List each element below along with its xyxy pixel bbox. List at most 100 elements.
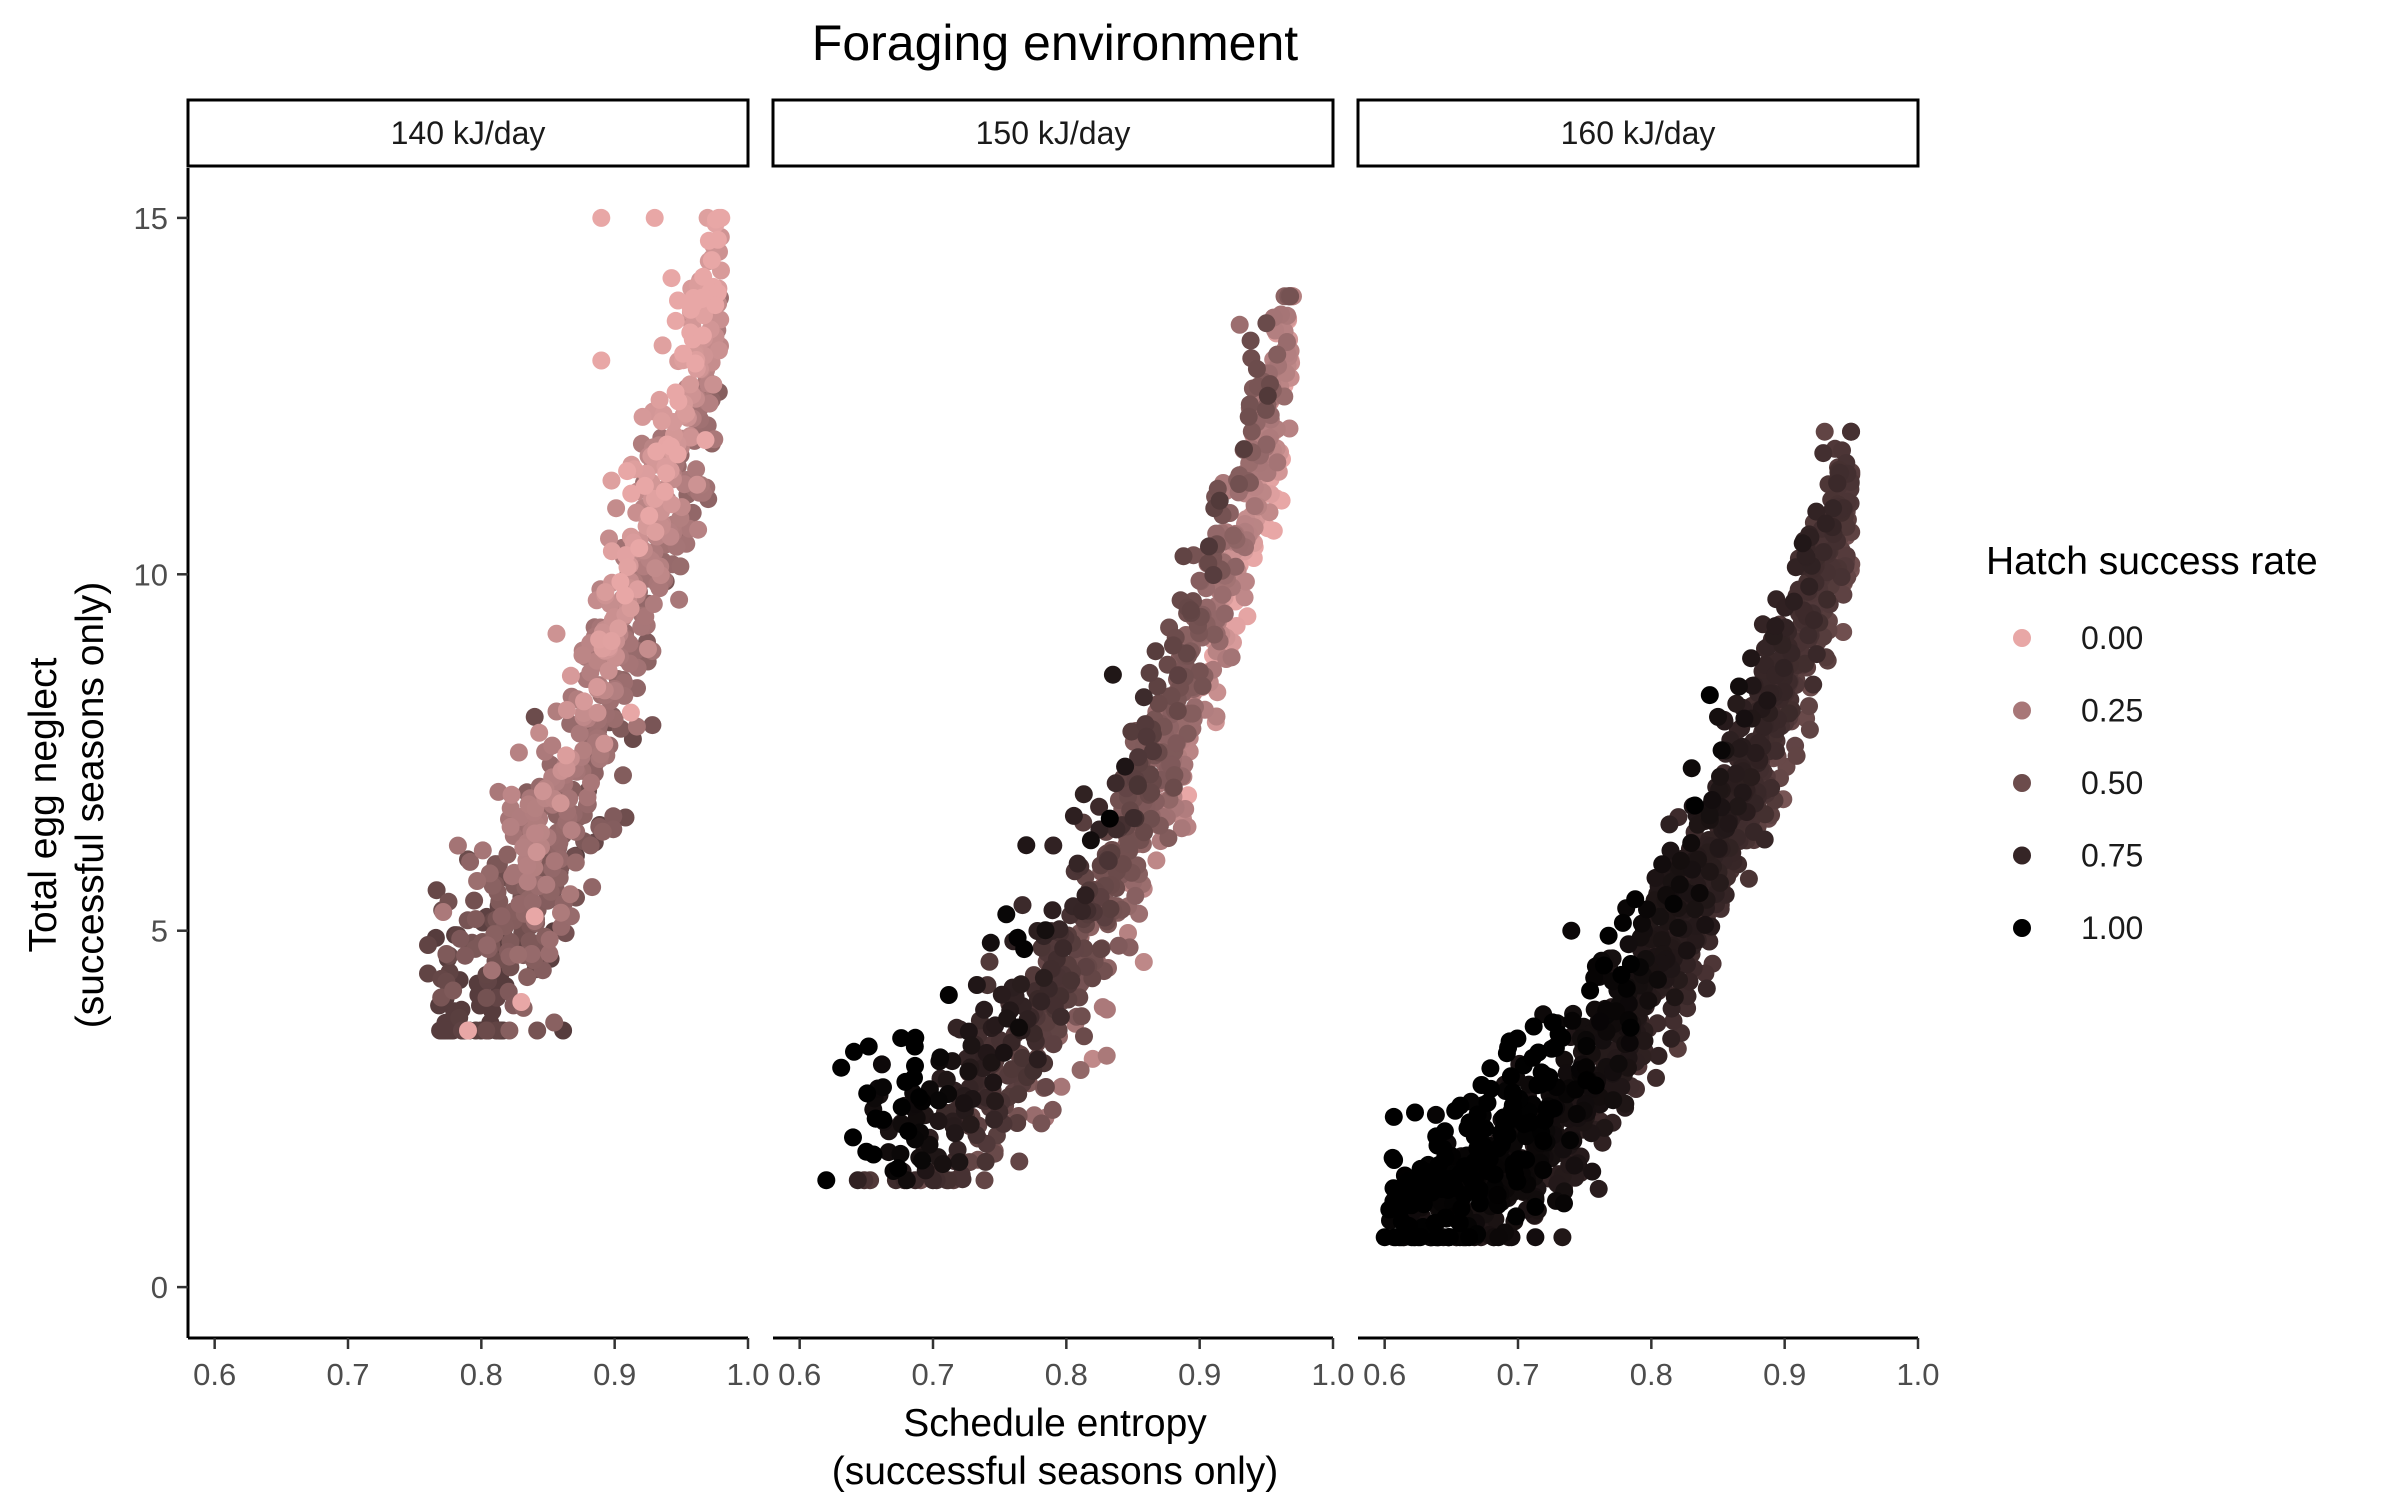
data-point [1696, 915, 1715, 934]
data-point [473, 841, 492, 860]
data-point [1583, 1162, 1602, 1181]
data-point [1685, 900, 1704, 919]
data-point [1743, 676, 1762, 695]
data-point [1043, 901, 1062, 920]
data-point [686, 354, 705, 373]
data-point [1224, 526, 1243, 545]
data-point [1073, 902, 1092, 921]
data-point [657, 464, 676, 483]
data-point [1052, 1077, 1071, 1096]
y-axis-title-line-1: Total egg neglect [22, 657, 65, 952]
data-point [646, 559, 665, 578]
data-point [975, 1171, 994, 1190]
data-point [1540, 1068, 1559, 1087]
data-point [670, 590, 689, 609]
data-point [1727, 694, 1746, 713]
data-point [1589, 1179, 1608, 1198]
data-point [1619, 935, 1638, 954]
data-point [1406, 1103, 1424, 1122]
data-point [525, 907, 544, 926]
data-point [1784, 592, 1803, 611]
data-point [1268, 345, 1287, 364]
data-point [1805, 611, 1823, 630]
data-point [518, 856, 537, 875]
data-point [696, 431, 715, 450]
data-point [892, 1029, 911, 1048]
data-point [1010, 1152, 1029, 1171]
data-point [522, 945, 541, 963]
data-point [1800, 697, 1818, 716]
data-point [1632, 914, 1651, 933]
data-point [1230, 315, 1249, 334]
data-point [1028, 1050, 1047, 1069]
data-point [1140, 663, 1159, 682]
data-point [950, 1153, 969, 1172]
data-point [1488, 1186, 1507, 1204]
y-axis-title-line-2: (successful seasons only) [69, 582, 112, 1029]
data-point [1842, 422, 1861, 441]
data-point [1230, 475, 1248, 493]
data-point [1119, 834, 1138, 853]
data-point [501, 817, 520, 836]
data-point [1149, 694, 1168, 713]
data-point [1651, 907, 1670, 926]
data-point [892, 1098, 911, 1116]
data-point [419, 936, 437, 954]
data-point [588, 703, 607, 722]
data-point [561, 885, 580, 904]
data-point [1635, 1031, 1654, 1050]
data-point [1767, 741, 1785, 760]
data-point [1103, 665, 1122, 684]
data-point [693, 326, 712, 345]
data-point [502, 785, 521, 804]
data-point [1144, 742, 1162, 761]
legend-swatch [2013, 846, 2031, 865]
data-point [1068, 854, 1087, 873]
data-point [448, 836, 467, 855]
x-tick-label: 0.8 [1045, 1357, 1088, 1392]
data-point [1472, 1076, 1491, 1094]
data-point [1755, 830, 1774, 849]
data-point [1567, 1105, 1586, 1123]
data-point [592, 351, 611, 370]
data-point [1081, 831, 1100, 850]
data-point [566, 853, 585, 872]
data-point [694, 267, 713, 286]
data-point [1800, 720, 1819, 739]
facet-panels: 140 kJ/day 0.6 0.7 0.8 0.9 1.0 150 kJ/day 0.6 0.… [186, 98, 1940, 1392]
data-point [688, 475, 707, 494]
facet-strip [186, 98, 750, 168]
facet-label: 150 kJ/day [976, 115, 1131, 151]
data-point [1665, 988, 1684, 1007]
data-point [1501, 1067, 1520, 1086]
data-point [1406, 1228, 1425, 1247]
data-point [607, 499, 626, 518]
data-point [644, 595, 663, 613]
data-point [1258, 386, 1277, 405]
data-point [693, 288, 712, 307]
data-point [1664, 894, 1683, 913]
data-point [1730, 677, 1748, 696]
data-point [1235, 440, 1253, 459]
data-point [910, 1088, 929, 1107]
data-point [1204, 566, 1223, 584]
x-axis-title-line-2: (successful seasons only) [832, 1450, 1279, 1493]
data-point [1549, 1025, 1568, 1044]
data-point [1646, 868, 1665, 887]
data-point [1470, 1180, 1489, 1199]
data-point [593, 822, 612, 841]
y-tick-label: 10 [134, 557, 168, 592]
data-point [1099, 852, 1118, 870]
x-axis-title: Schedule entropy (successful seasons onl… [832, 1402, 1279, 1493]
data-point [461, 852, 480, 871]
data-point [635, 476, 654, 495]
data-point [1083, 1049, 1102, 1068]
data-point [899, 1122, 918, 1141]
data-point [526, 824, 544, 843]
data-point [981, 933, 1000, 952]
data-point [1008, 928, 1027, 947]
data-point [1106, 774, 1125, 793]
data-point [874, 1078, 892, 1097]
data-point [1581, 981, 1600, 1000]
data-point [523, 893, 542, 912]
